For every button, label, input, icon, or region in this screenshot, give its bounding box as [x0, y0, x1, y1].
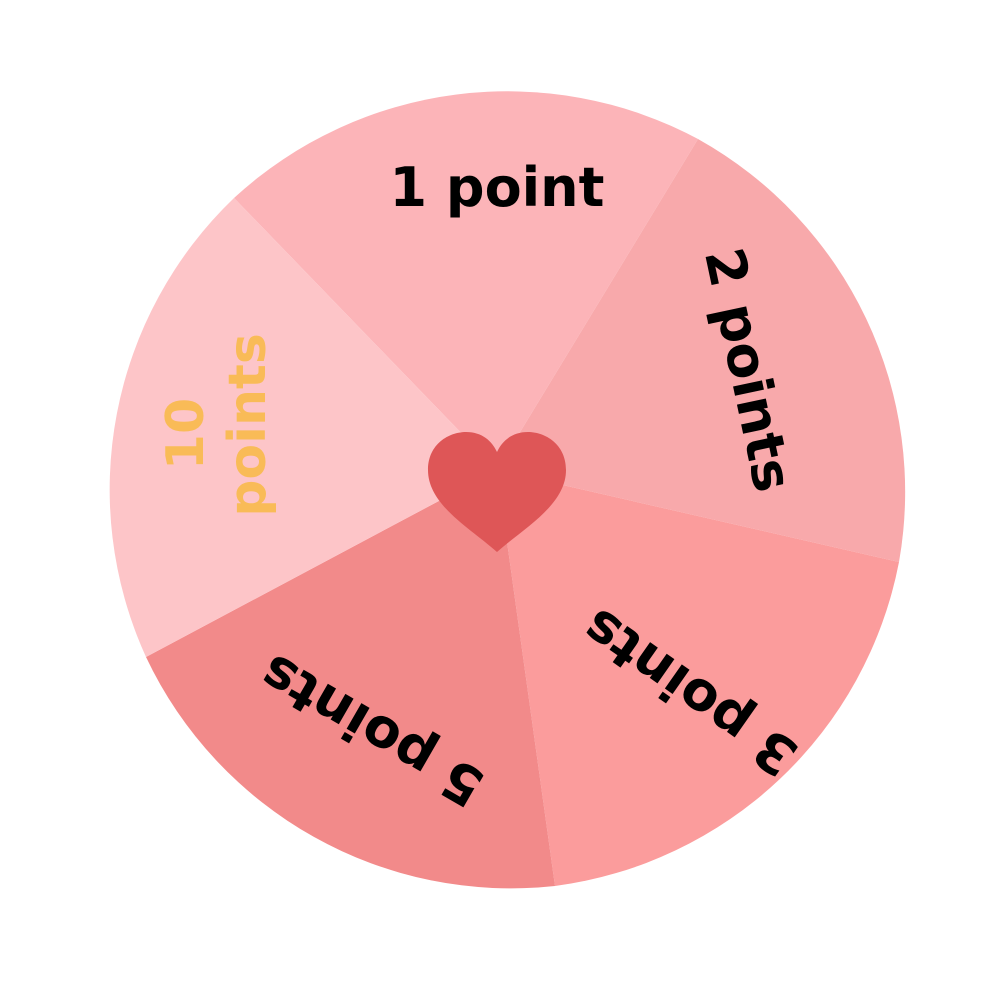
segment-3-points — [497, 470, 899, 886]
heart-icon — [428, 432, 566, 552]
wheel-segments — [109, 91, 906, 889]
label-10-points-number: 10 — [156, 398, 216, 470]
label-10-points: 10 points — [156, 333, 278, 517]
segment-2-points — [497, 139, 906, 562]
segment-5-points — [146, 470, 555, 889]
label-1-point: 1 point — [390, 156, 605, 219]
label-10-points-unit: points — [218, 333, 278, 517]
segment-1-point — [234, 91, 698, 471]
segment-10-points — [109, 198, 498, 657]
